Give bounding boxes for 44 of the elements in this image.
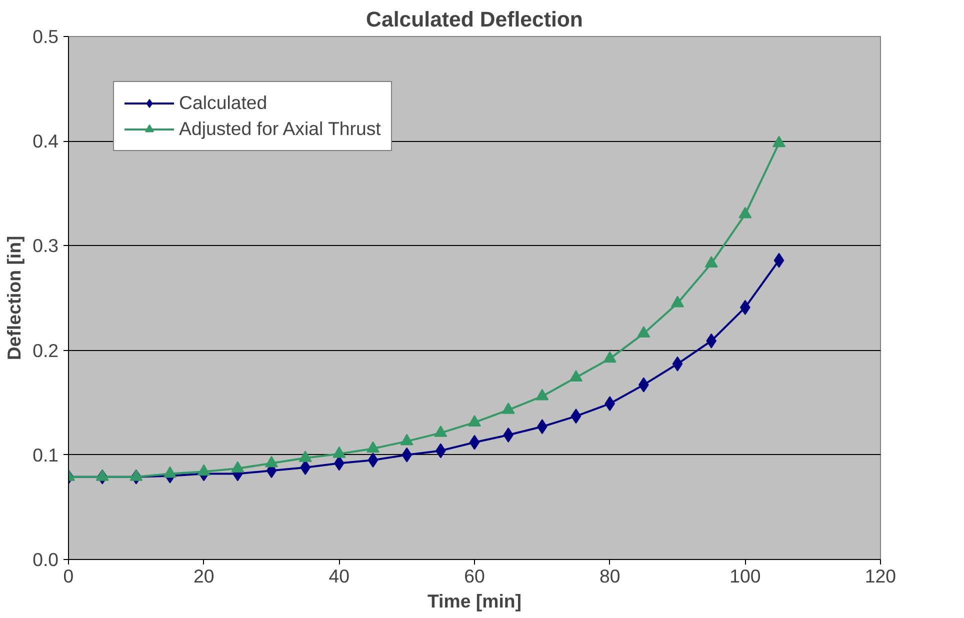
y-tick-label: 0.2 (32, 340, 59, 361)
x-tick-label: 80 (599, 566, 620, 586)
x-tick-label: 0 (63, 566, 74, 586)
point (434, 426, 448, 437)
point (772, 136, 786, 148)
point (265, 456, 278, 468)
point (130, 469, 143, 481)
y-axis-title: Deflection [in] (4, 236, 25, 360)
point (231, 461, 244, 472)
x-tick-label: 100 (730, 566, 761, 586)
x-tick-label: 120 (864, 566, 896, 586)
point (774, 252, 784, 268)
x-tick-label: 20 (193, 566, 214, 586)
point (672, 356, 683, 372)
y-tick-label: 0.5 (32, 26, 59, 47)
y-tick-label: 0.1 (32, 444, 59, 466)
point (502, 402, 515, 414)
point (603, 351, 616, 363)
point (738, 206, 752, 218)
point (368, 452, 378, 468)
legend-label: Calculated (179, 92, 268, 114)
point (704, 256, 718, 268)
point (671, 296, 684, 308)
legend-label: Adjusted for Axial Thrust (179, 118, 381, 140)
y-tick-label: 0.0 (32, 549, 59, 570)
point (400, 434, 414, 446)
point (469, 434, 480, 450)
point (96, 469, 109, 481)
point (570, 408, 582, 424)
point (637, 326, 650, 338)
chart-title: Calculated Deflection (366, 8, 583, 32)
y-tick-label: 0.4 (32, 130, 59, 152)
point (570, 370, 582, 382)
point (298, 450, 312, 462)
y-tick-label: 0.3 (32, 235, 59, 256)
x-tick-label: 60 (464, 566, 485, 586)
x-tick-label: 40 (328, 566, 350, 586)
point (536, 388, 549, 400)
point (468, 415, 481, 426)
point (197, 464, 210, 476)
point (332, 446, 346, 458)
point (366, 441, 380, 453)
point (164, 466, 176, 478)
x-axis-title: Time [min] (428, 590, 522, 612)
